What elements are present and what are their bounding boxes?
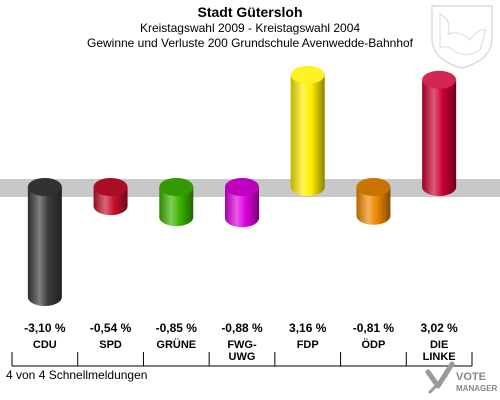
value-label: 3,02 % [420,321,458,335]
category-label: GRÜNE [156,338,196,351]
footer-text: 4 von 4 Schnellmeldungen [6,368,147,382]
value-label: 3,16 % [289,321,327,335]
value-label: -0,85 % [156,321,198,335]
crest-icon [431,5,493,69]
value-labels: -3,10 % -0,54 % -0,85 % -0,88 % 3,16 % -0,81 … [24,321,458,335]
checkmark-icon [425,361,455,394]
category-label: ÖDP [362,338,386,351]
logo-line-1: VOTE [456,371,486,383]
category-label: DIE [430,339,448,351]
bar-die-linke [422,70,457,196]
bar-fdp [290,65,325,196]
bar-cdu [27,178,62,307]
category-label: SPD [99,339,122,351]
value-label: -0,88 % [221,321,263,335]
category-label: CDU [33,339,57,351]
category-label: FDP [297,339,319,351]
vote-manager-logo: VOTE MANAGER [425,361,498,394]
category-label: FWG- [227,339,257,351]
logo-line-2: MANAGER [456,384,498,393]
chart-subtitle: Kreistagswahl 2009 - Kreistagswahl 2004 [140,21,360,35]
value-label: -0,81 % [353,321,395,335]
value-label: -3,10 % [24,321,66,335]
chart-title: Stadt Gütersloh [197,4,302,20]
bar-ödp [356,178,391,225]
value-label: -0,54 % [90,321,132,335]
bar-spd [93,178,128,216]
chart-subtitle-2: Gewinne und Verluste 200 Grundschule Ave… [87,36,414,50]
bar-fwg-uwg [225,178,259,228]
bar-grüne [159,178,194,227]
bars [27,65,457,307]
category-label: LINKE [423,351,456,363]
category-label: UWG [229,351,256,363]
